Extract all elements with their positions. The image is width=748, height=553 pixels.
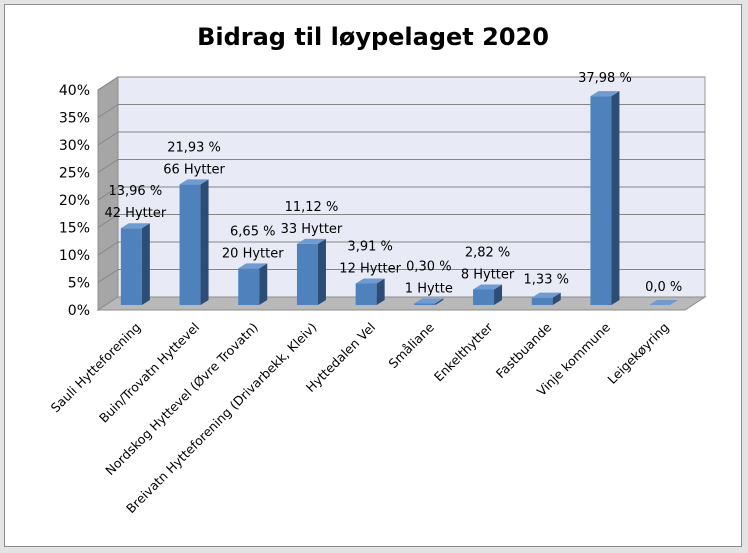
hytter-label: 42 Hytter: [105, 206, 167, 221]
data-label: 1,33 %: [524, 273, 569, 288]
hytter-label: 1 Hytte: [405, 281, 453, 296]
y-tick-label: 40%: [59, 83, 90, 99]
bar: [590, 91, 620, 305]
bar-front: [296, 243, 318, 305]
gridline-side: [97, 214, 119, 228]
bar-front: [120, 228, 142, 305]
category-label: Leigekøyring: [604, 320, 671, 387]
gridline-side: [97, 159, 119, 173]
y-tick-label: 25%: [59, 166, 90, 182]
bar-top: [296, 238, 326, 244]
bar-top: [649, 300, 679, 305]
bar: [179, 179, 209, 305]
bar-top: [473, 284, 503, 290]
bar-top: [590, 91, 620, 97]
data-label: 11,12 %: [285, 200, 339, 215]
data-label: 0,0 %: [645, 280, 682, 295]
y-tick-label: 35%: [59, 111, 90, 127]
bar-side: [259, 263, 268, 305]
bar: [120, 223, 150, 305]
bar: [355, 278, 385, 305]
bar-front: [590, 96, 612, 305]
bar: [473, 284, 503, 305]
chart-title: Bidrag til løypelaget 2020: [197, 23, 549, 51]
bar: [414, 298, 444, 305]
bar-chart: Bidrag til løypelaget 2020 0% 5% 10% 15% 20%…: [48, 23, 707, 516]
bar: [296, 238, 326, 305]
hytter-label: 66 Hytter: [163, 162, 225, 177]
hytter-label: 33 Hytter: [281, 222, 343, 237]
y-tick-label: 30%: [59, 138, 90, 154]
bar-front: [473, 289, 495, 305]
bar-side: [552, 292, 561, 305]
bar-side: [141, 223, 150, 305]
gridline-side: [97, 241, 119, 256]
bar: [238, 263, 268, 305]
bar-top: [414, 298, 444, 304]
bar-top: [179, 179, 209, 185]
category-label: Fastbuande: [493, 319, 555, 381]
hytter-label: 8 Hytter: [461, 267, 515, 282]
gridline-side: [97, 269, 119, 283]
data-label: 2,82 %: [465, 245, 510, 260]
bar-front: [414, 303, 436, 305]
bar-side: [611, 91, 620, 305]
bar-side: [376, 278, 385, 305]
gridline-side: [97, 76, 119, 91]
bar-side: [317, 238, 326, 305]
gridline-side: [97, 131, 119, 146]
bar-side: [435, 298, 444, 305]
y-tick-label: 0%: [68, 303, 90, 319]
bar-front: [355, 283, 377, 305]
bar-top: [120, 223, 150, 229]
bar-top: [238, 263, 268, 269]
bar-side: [494, 284, 503, 305]
gridline-side: [97, 104, 119, 118]
data-label: 13,96 %: [108, 184, 162, 199]
bar-front: [531, 297, 553, 305]
data-label: 0,30 %: [406, 259, 451, 274]
bar-side: [200, 179, 209, 305]
category-label: Småliane: [385, 319, 437, 371]
gridline-side: [97, 186, 119, 201]
bar-front: [179, 184, 201, 305]
y-tick-label: 15%: [59, 221, 90, 237]
data-label: 37,98 %: [578, 71, 632, 86]
bar: [531, 292, 561, 305]
y-tick-label: 20%: [59, 193, 90, 209]
bar-top: [355, 278, 385, 284]
bar-front: [238, 268, 260, 305]
y-tick-label: 10%: [59, 248, 90, 264]
category-label: Buin/Trovatn Hyttevel: [96, 320, 202, 426]
bar-top: [531, 292, 561, 298]
data-label: 6,65 %: [230, 224, 275, 239]
hytter-label: 12 Hytter: [339, 261, 401, 276]
chart-area: Bidrag til løypelaget 2020 0% 5% 10% 15% 20%…: [4, 4, 742, 547]
data-label: 3,91 %: [347, 239, 392, 254]
bar: [649, 300, 679, 305]
y-tick-label: 5%: [68, 276, 90, 292]
data-label: 21,93 %: [167, 140, 221, 155]
hytter-label: 20 Hytter: [222, 246, 284, 261]
category-label: Enkelthytter: [431, 319, 496, 384]
